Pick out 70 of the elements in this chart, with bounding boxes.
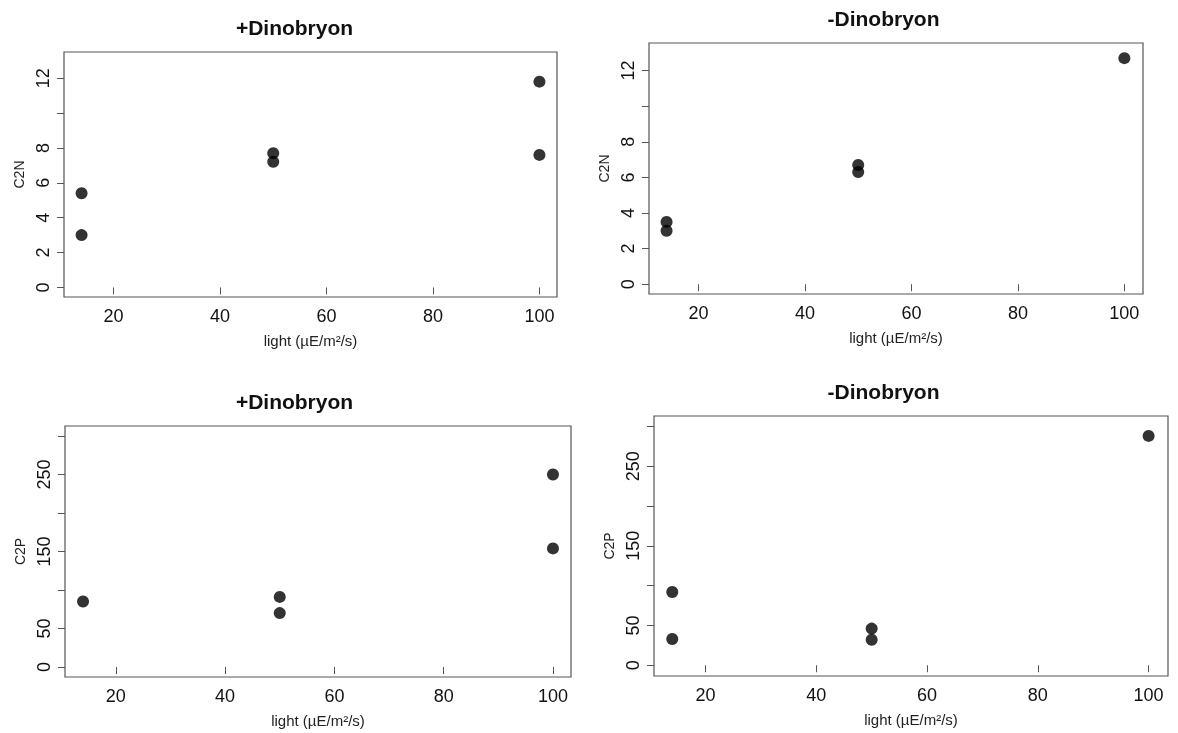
y-tick-label: 150	[34, 536, 54, 567]
y-axis-title: C2N	[596, 154, 612, 183]
x-tick-label: 20	[695, 685, 716, 705]
y-tick-label: 6	[618, 172, 638, 183]
y-axis-title: C2N	[11, 160, 27, 189]
y-tick-label: 0	[618, 279, 638, 290]
x-tick-label: 80	[1027, 685, 1048, 705]
point	[75, 229, 88, 242]
chart-title: -Dinobryon	[827, 7, 940, 30]
y-tick-label: 2	[33, 247, 53, 258]
chart-title: +Dinobryon	[235, 390, 354, 413]
point	[533, 148, 546, 161]
y-tick-label: 250	[623, 451, 643, 482]
x-axis-title: light (µE/m²/s)	[263, 332, 358, 349]
y-tick-label: 2	[618, 243, 638, 254]
x-tick-label: 20	[103, 306, 124, 326]
point	[666, 585, 679, 598]
point	[666, 632, 679, 645]
x-tick-label: 40	[794, 303, 815, 323]
y-tick-label: 4	[33, 212, 53, 223]
y-tick-label: 50	[34, 618, 54, 639]
point	[273, 590, 286, 603]
x-axis-title: light (µE/m²/s)	[864, 711, 958, 728]
point	[546, 468, 559, 481]
x-tick-label: 100	[537, 686, 568, 706]
x-tick-label: 60	[324, 686, 345, 706]
chart-title: -Dinobryon	[827, 380, 940, 403]
y-tick-label: 12	[33, 68, 53, 89]
y-tick-label: 0	[33, 282, 53, 293]
y-tick-label: 6	[33, 177, 53, 188]
x-tick-label: 80	[1007, 303, 1028, 323]
y-tick-label: 0	[623, 660, 643, 671]
y-tick-label: 12	[618, 60, 638, 81]
chart-title: +Dinobryon	[235, 16, 354, 39]
x-tick-label: 80	[422, 306, 443, 326]
x-tick-label: 100	[1109, 303, 1140, 323]
point	[77, 595, 90, 608]
y-tick-label: 8	[618, 136, 638, 147]
x-tick-label: 20	[105, 686, 126, 706]
y-tick-label: 0	[34, 661, 54, 672]
x-tick-label: 40	[209, 306, 231, 326]
x-tick-label: 60	[316, 306, 337, 326]
x-tick-label: 20	[688, 303, 709, 323]
y-axis-title: C2P	[12, 537, 28, 566]
point	[267, 155, 280, 168]
x-tick-label: 60	[901, 303, 922, 323]
x-axis-title: light (µE/m²/s)	[849, 329, 943, 346]
y-axis-title: C2P	[601, 532, 617, 560]
point	[1118, 52, 1131, 65]
y-tick-label: 4	[618, 208, 638, 219]
x-tick-label: 40	[806, 685, 827, 705]
y-tick-label: 250	[34, 459, 54, 490]
point	[865, 622, 878, 635]
x-tick-label: 80	[433, 686, 454, 706]
x-axis-title: light (µE/m²/s)	[271, 712, 365, 729]
point	[852, 166, 865, 179]
y-tick-label: 50	[623, 615, 643, 636]
point	[660, 224, 673, 237]
y-tick-label: 8	[33, 142, 53, 153]
point	[1142, 429, 1155, 442]
point	[75, 187, 88, 200]
x-tick-label: 60	[917, 685, 938, 705]
x-tick-label: 40	[215, 686, 236, 706]
point	[865, 633, 878, 646]
x-tick-label: 100	[1133, 685, 1164, 705]
point	[533, 75, 546, 88]
x-tick-label: 100	[524, 306, 555, 326]
y-tick-label: 150	[623, 530, 643, 561]
point	[546, 542, 559, 555]
point	[273, 607, 286, 620]
